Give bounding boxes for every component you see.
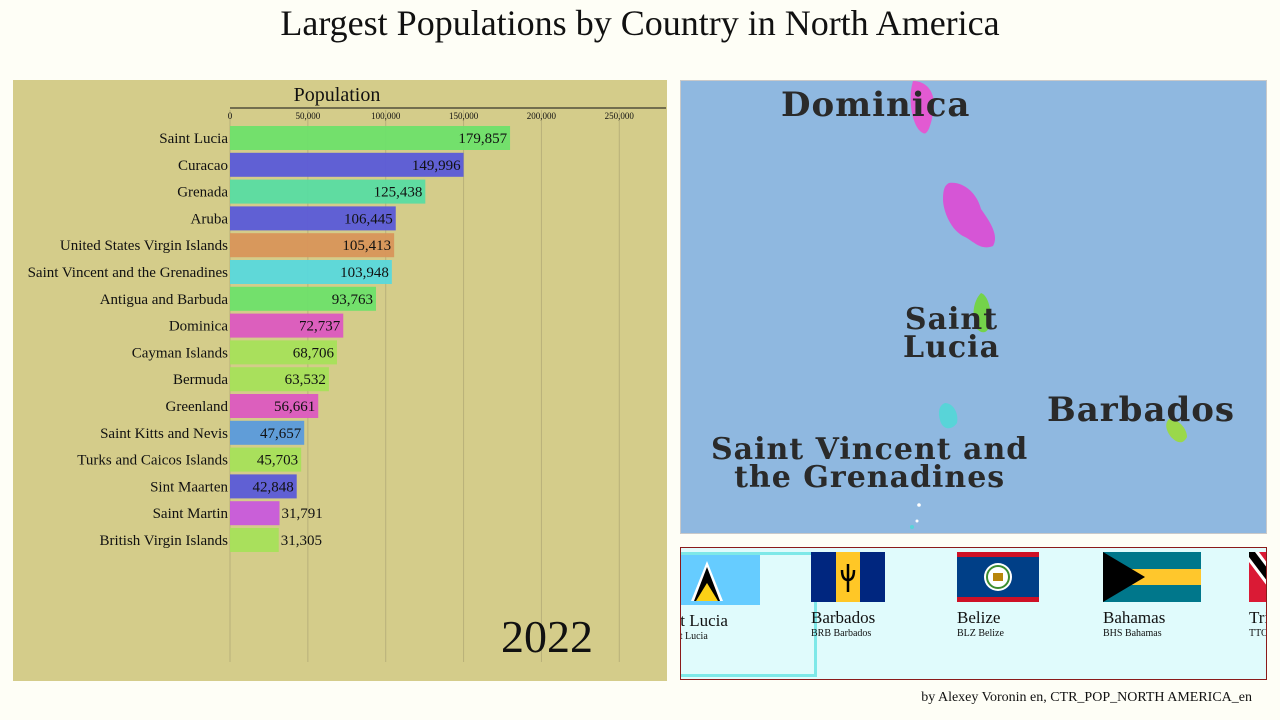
map-label-dominica: Dominica	[781, 85, 971, 125]
category-label: Saint Kitts and Nevis	[100, 426, 228, 442]
x-tick-label: 150,000	[449, 111, 479, 121]
bar	[230, 179, 426, 204]
barbados-island	[1166, 419, 1187, 443]
category-label: United States Virgin Islands	[60, 238, 228, 254]
bar	[230, 394, 319, 418]
value-label: 106,445	[344, 211, 393, 227]
category-label: Dominica	[169, 319, 228, 335]
map-label-saint-vincent: Saint Vincent and the Grenadines	[711, 432, 1029, 495]
flags-strip: Saint Lucia LCA Saint Lucia Barbados BRB…	[680, 547, 1267, 680]
category-label: Saint Vincent and the Grenadines	[28, 265, 229, 281]
flag-name: Saint Lucia	[680, 611, 728, 630]
value-label: 31,305	[281, 533, 322, 549]
map-islands	[910, 81, 1187, 529]
year-label: 2022	[501, 611, 593, 662]
flag-code: BHS Bahamas	[1103, 628, 1162, 639]
dominica-island	[943, 182, 996, 248]
bar-chart: Population 0 50,000 100,000 150,000 200,000 25…	[28, 84, 666, 662]
bar	[230, 286, 377, 311]
saint-vincent-island	[938, 403, 958, 429]
bar	[230, 233, 395, 258]
flag-code: TTO Trinidad and Tobago	[1249, 628, 1267, 639]
bar	[230, 313, 344, 338]
bar	[230, 501, 280, 526]
value-label: 179,857	[458, 131, 507, 147]
bar	[230, 340, 337, 365]
bar	[230, 206, 396, 231]
bar	[230, 126, 511, 150]
value-label: 42,848	[252, 479, 293, 495]
dominica-island-north	[910, 81, 935, 134]
map-label-barbados: Barbados	[1047, 390, 1236, 430]
value-label: 72,737	[299, 319, 341, 335]
category-label: Turks and Caicos Islands	[77, 453, 228, 469]
trinidad-flag-icon	[1249, 552, 1266, 602]
value-label: 63,532	[285, 372, 326, 388]
grenadines-dot	[917, 503, 921, 507]
flag-card-belize: Belize BLZ Belize	[957, 552, 1097, 677]
category-label: Antigua and Barbuda	[100, 292, 229, 308]
barbados-flag-icon	[811, 552, 885, 602]
page-title: Largest Populations by Country in North …	[280, 3, 1000, 43]
x-tick-label: 100,000	[371, 111, 401, 121]
flag-name: Trinidad and Tobago	[1249, 608, 1266, 627]
value-label: 93,763	[332, 292, 373, 308]
bar	[230, 420, 305, 445]
bar-chart-panel: Population 0 50,000 100,000 150,000 200,000 25…	[13, 80, 667, 681]
category-label: Saint Martin	[153, 506, 229, 522]
value-label: 103,948	[340, 265, 389, 281]
category-label: Cayman Islands	[132, 345, 228, 361]
bar	[230, 152, 464, 177]
value-label: 125,438	[374, 185, 423, 201]
bar	[230, 367, 329, 392]
category-label: Saint Lucia	[159, 131, 228, 147]
saint-lucia-flag-icon	[681, 555, 760, 605]
credit-text: by Alexey Voronin en, CTR_POP_NORTH AMER…	[921, 690, 1252, 705]
flag-card-trinidad: Trinidad and Tobago TTO Trinidad and Tob…	[1249, 552, 1267, 677]
value-label: 31,791	[282, 506, 323, 522]
category-label: Greenland	[166, 399, 229, 415]
bahamas-flag-icon	[1103, 552, 1201, 602]
flag-code: BLZ Belize	[957, 628, 1004, 639]
x-tick-label: 50,000	[295, 111, 320, 121]
category-label: Grenada	[177, 185, 228, 201]
bar	[230, 474, 297, 499]
flag-name: Barbados	[811, 608, 876, 627]
category-label: Sint Maarten	[150, 479, 228, 495]
x-tick-label: 0	[228, 111, 233, 121]
category-label: Bermuda	[173, 372, 228, 388]
grenadines-dot	[915, 519, 919, 523]
map-label-saint-lucia: Saint Lucia	[903, 302, 1001, 365]
value-label: 105,413	[342, 238, 391, 254]
category-label: British Virgin Islands	[99, 533, 228, 549]
bar	[230, 447, 302, 472]
flag-card-barbados: Barbados BRB Barbados	[811, 552, 951, 677]
value-label: 47,657	[260, 426, 302, 442]
flag-code: BRB Barbados	[811, 628, 872, 639]
value-label: 45,703	[257, 453, 298, 469]
belize-flag-icon	[957, 552, 1039, 602]
value-label: 68,706	[293, 345, 335, 361]
category-label: Aruba	[191, 211, 229, 227]
x-tick-label: 200,000	[527, 111, 557, 121]
grenadines-dot	[910, 525, 914, 529]
map-panel: Dominica Saint Lucia Barbados Saint Vinc…	[680, 80, 1267, 534]
flag-card-saint-lucia: Saint Lucia LCA Saint Lucia	[680, 552, 817, 677]
value-label: 56,661	[274, 399, 315, 415]
category-label: Curacao	[178, 158, 228, 174]
flag-name: Belize	[957, 608, 1001, 627]
flag-card-bahamas: Bahamas BHS Bahamas	[1103, 552, 1243, 677]
value-label: 149,996	[412, 158, 461, 174]
flag-code: LCA Saint Lucia	[681, 631, 708, 642]
chart-title: Population	[294, 84, 381, 106]
saint-lucia-island	[973, 293, 991, 333]
bar	[230, 528, 279, 552]
x-tick-label: 250,000	[605, 111, 635, 121]
flag-name: Bahamas	[1103, 608, 1166, 627]
bar	[230, 260, 392, 284]
